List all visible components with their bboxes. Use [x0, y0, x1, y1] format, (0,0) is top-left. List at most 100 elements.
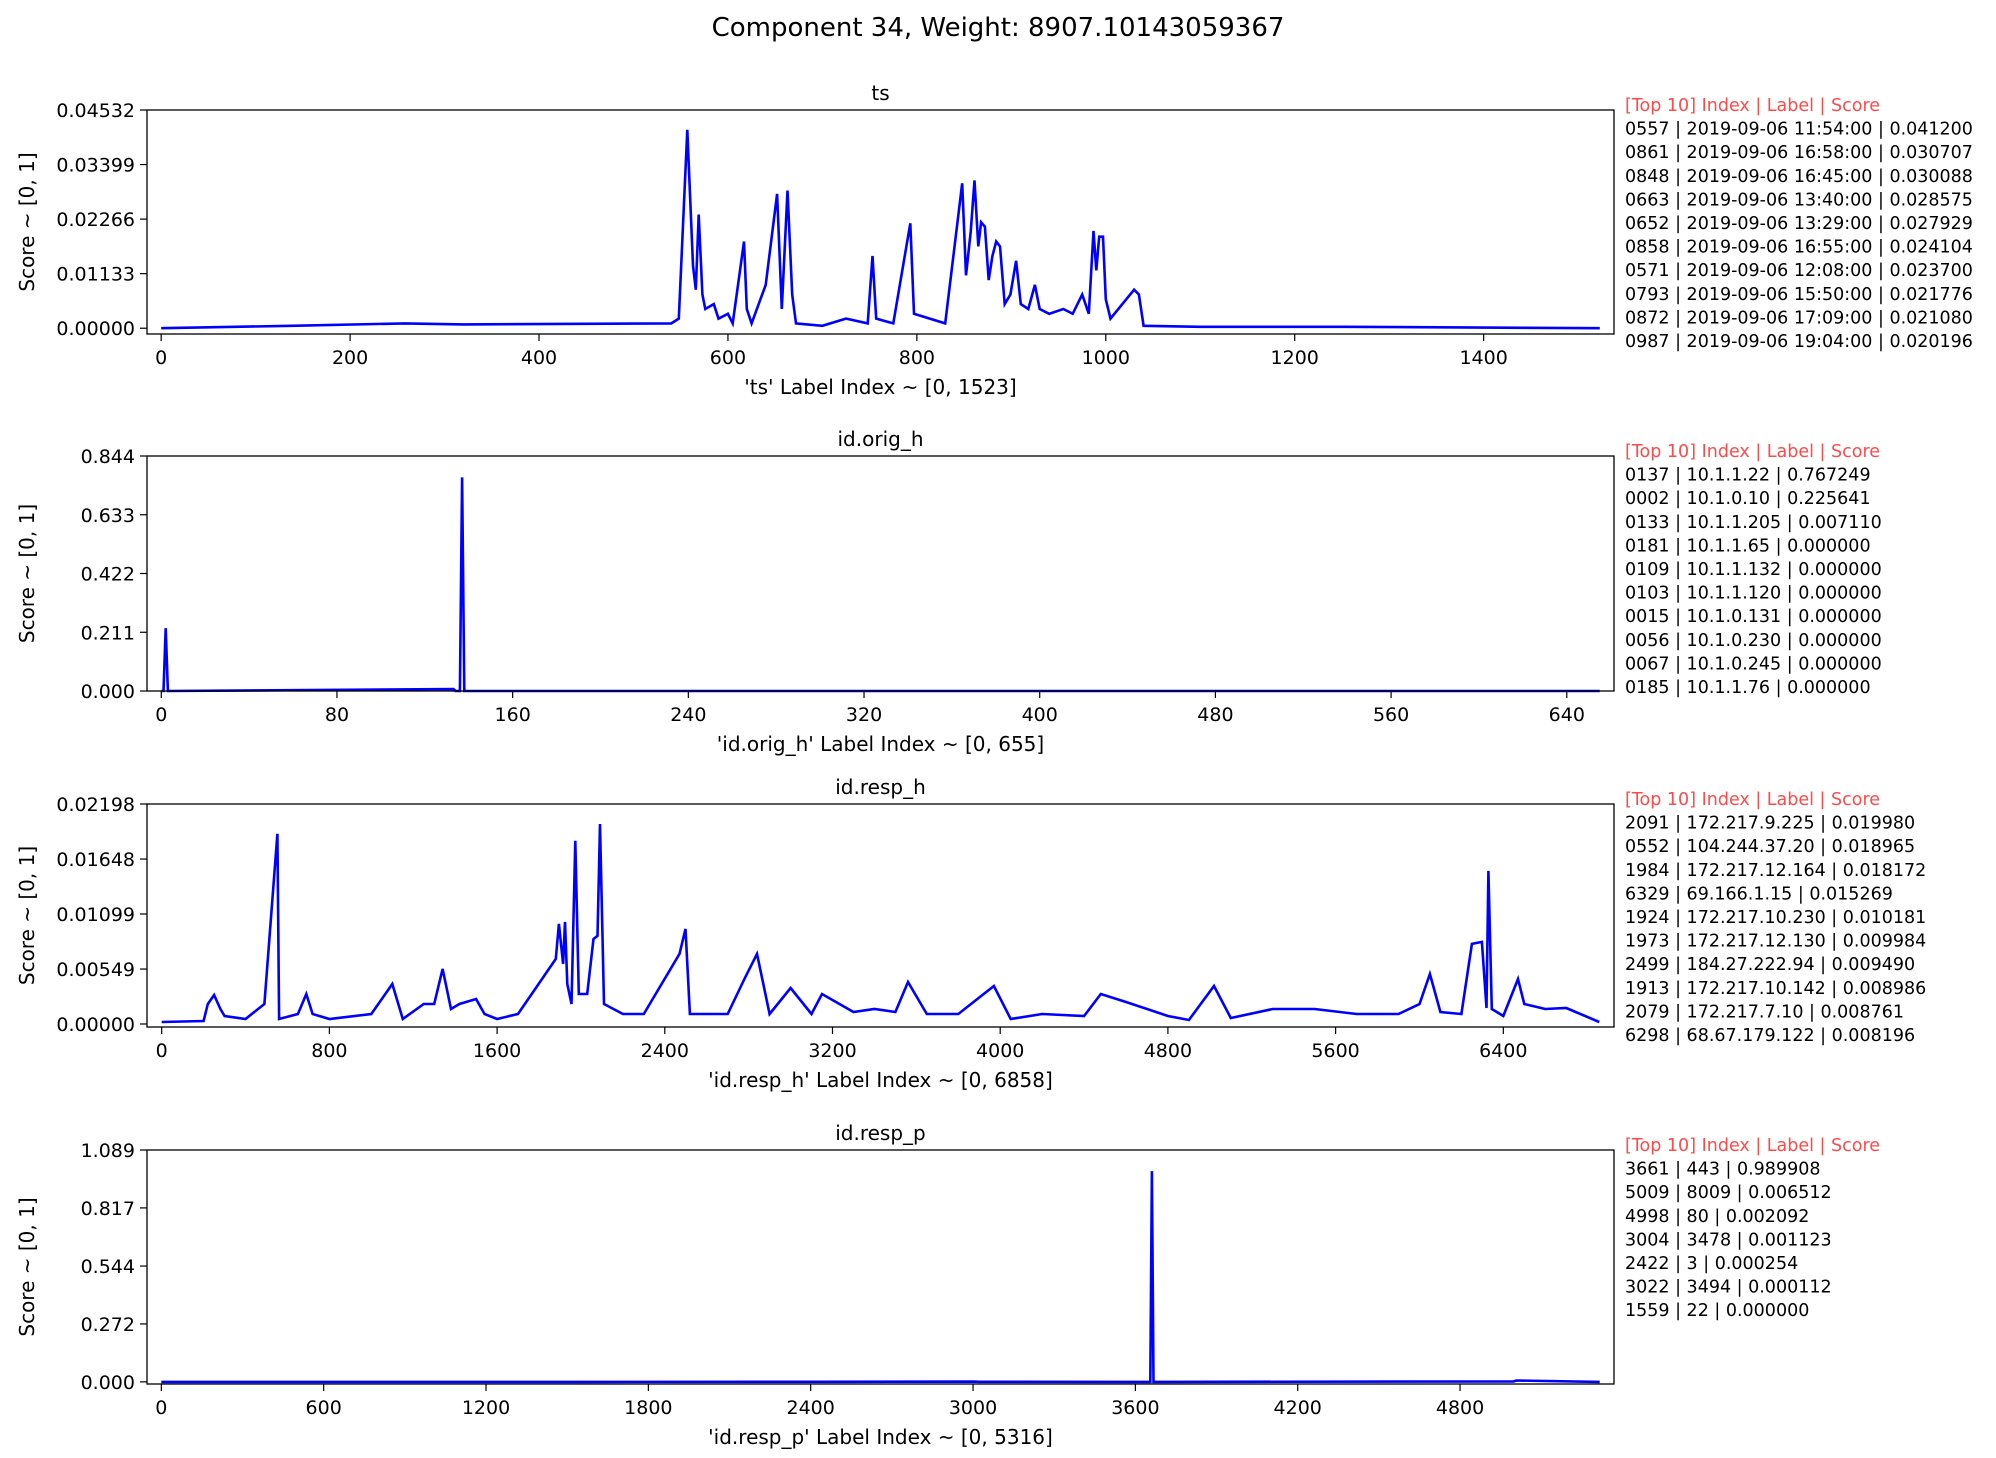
x-axis-label: 'id.resp_p' Label Index ~ [0, 5316]	[708, 1425, 1053, 1449]
y-tick-label: 0.544	[81, 1256, 135, 1278]
top10-row: 3004 | 3478 | 0.001123	[1625, 1230, 1832, 1250]
x-tick-label: 160	[495, 704, 531, 726]
plot-frame	[146, 455, 1615, 692]
y-tick-label: 0.00000	[56, 1014, 135, 1036]
top10-row: 1984 | 172.217.12.164 | 0.018172	[1625, 861, 1926, 881]
x-axis-label: 'ts' Label Index ~ [0, 1523]	[744, 375, 1016, 399]
x-tick-label: 0	[155, 347, 167, 369]
top10-row: 0571 | 2019-09-06 12:08:00 | 0.023700	[1625, 261, 1973, 281]
top10-header: [Top 10] Index | Label | Score	[1625, 1136, 1880, 1156]
y-tick-label: 0.03399	[56, 155, 135, 177]
top10-row: 0861 | 2019-09-06 16:58:00 | 0.030707	[1625, 143, 1973, 163]
x-tick-label: 1200	[462, 1397, 510, 1419]
top10-row: 0181 | 10.1.1.65 | 0.000000	[1625, 536, 1871, 556]
top10-row: 2422 | 3 | 0.000254	[1625, 1254, 1798, 1274]
top10-row: 1913 | 172.217.10.142 | 0.008986	[1625, 979, 1926, 999]
y-tick-label: 0.272	[81, 1314, 135, 1336]
top10-row: 0987 | 2019-09-06 19:04:00 | 0.020196	[1625, 332, 1973, 352]
x-tick-label: 560	[1373, 704, 1409, 726]
top10-row: 0137 | 10.1.1.22 | 0.767249	[1625, 466, 1871, 486]
top10-row: 6298 | 68.67.179.122 | 0.008196	[1625, 1026, 1915, 1046]
y-tick-label: 0.00000	[56, 318, 135, 340]
x-tick-label: 4200	[1274, 1397, 1322, 1419]
top10-row: 0103 | 10.1.1.120 | 0.000000	[1625, 584, 1882, 604]
x-tick-label: 2400	[787, 1397, 835, 1419]
x-tick-label: 0	[155, 1397, 167, 1419]
y-tick-label: 0.422	[81, 564, 135, 586]
x-tick-label: 6400	[1479, 1040, 1527, 1062]
top10-row: 0663 | 2019-09-06 13:40:00 | 0.028575	[1625, 190, 1973, 210]
x-tick-label: 400	[1022, 704, 1058, 726]
x-tick-label: 4000	[976, 1040, 1024, 1062]
top10-row: 5009 | 8009 | 0.006512	[1625, 1183, 1832, 1203]
figure-title: Component 34, Weight: 8907.10143059367	[712, 13, 1285, 43]
series-line	[161, 477, 1600, 693]
subplot-title: ts	[871, 81, 889, 105]
top10-row: 0552 | 104.244.37.20 | 0.018965	[1625, 837, 1915, 857]
y-tick-label: 0.01099	[56, 904, 135, 926]
x-tick-label: 0	[156, 1040, 168, 1062]
x-tick-label: 3200	[808, 1040, 856, 1062]
y-tick-label: 0.000	[81, 1372, 135, 1394]
x-tick-label: 1800	[624, 1397, 672, 1419]
plot-frame	[146, 1149, 1615, 1385]
top10-row: 0067 | 10.1.0.245 | 0.000000	[1625, 654, 1882, 674]
plot-frame	[146, 109, 1615, 335]
x-tick-label: 4800	[1436, 1397, 1484, 1419]
top10-row: 0652 | 2019-09-06 13:29:00 | 0.027929	[1625, 214, 1973, 234]
x-tick-label: 400	[521, 347, 557, 369]
x-tick-label: 480	[1197, 704, 1233, 726]
x-tick-label: 200	[332, 347, 368, 369]
top10-row: 0002 | 10.1.0.10 | 0.225641	[1625, 489, 1871, 509]
x-tick-label: 640	[1549, 704, 1585, 726]
top10-row: 0793 | 2019-09-06 15:50:00 | 0.021776	[1625, 285, 1973, 305]
top10-row: 0056 | 10.1.0.230 | 0.000000	[1625, 631, 1882, 651]
subplot-title: id.orig_h	[838, 427, 924, 451]
y-tick-label: 0.00549	[56, 959, 135, 981]
y-axis-label: Score ~ [0, 1]	[15, 504, 39, 643]
series-line	[161, 1171, 1600, 1384]
top10-row: 4998 | 80 | 0.002092	[1625, 1207, 1809, 1227]
y-tick-label: 0.01133	[56, 264, 135, 286]
x-tick-label: 3600	[1111, 1397, 1159, 1419]
top10-row: 0109 | 10.1.1.132 | 0.000000	[1625, 560, 1882, 580]
top10-row: 0015 | 10.1.0.131 | 0.000000	[1625, 607, 1882, 627]
top10-row: 0133 | 10.1.1.205 | 0.007110	[1625, 513, 1882, 533]
x-tick-label: 80	[325, 704, 349, 726]
x-tick-label: 800	[311, 1040, 347, 1062]
x-tick-label: 1400	[1459, 347, 1507, 369]
top10-row: 3661 | 443 | 0.989908	[1625, 1160, 1820, 1180]
top10-row: 3022 | 3494 | 0.000112	[1625, 1278, 1832, 1298]
top10-header: [Top 10] Index | Label | Score	[1625, 442, 1880, 462]
x-tick-label: 1200	[1271, 347, 1319, 369]
x-tick-label: 240	[670, 704, 706, 726]
y-tick-label: 0.000	[81, 681, 135, 703]
y-axis-label: Score ~ [0, 1]	[15, 846, 39, 985]
x-tick-label: 5600	[1311, 1040, 1359, 1062]
x-tick-label: 3000	[949, 1397, 997, 1419]
top10-row: 1559 | 22 | 0.000000	[1625, 1301, 1809, 1321]
x-tick-label: 600	[306, 1397, 342, 1419]
y-tick-label: 0.01648	[56, 849, 135, 871]
subplot-title: id.resp_h	[835, 775, 926, 799]
plot-frame	[146, 803, 1615, 1028]
top10-header: [Top 10] Index | Label | Score	[1625, 96, 1880, 116]
y-axis-label: Score ~ [0, 1]	[15, 1197, 39, 1336]
y-tick-label: 0.04532	[56, 100, 135, 122]
y-tick-label: 0.02266	[56, 209, 135, 231]
y-tick-label: 1.089	[81, 1140, 135, 1162]
top10-row: 2079 | 172.217.7.10 | 0.008761	[1625, 1002, 1904, 1022]
x-tick-label: 1000	[1082, 347, 1130, 369]
x-tick-label: 0	[155, 704, 167, 726]
x-tick-label: 2400	[641, 1040, 689, 1062]
top10-row: 6329 | 69.166.1.15 | 0.015269	[1625, 884, 1893, 904]
y-axis-label: Score ~ [0, 1]	[15, 152, 39, 291]
top10-row: 2499 | 184.27.222.94 | 0.009490	[1625, 955, 1915, 975]
top10-row: 0557 | 2019-09-06 11:54:00 | 0.041200	[1625, 120, 1973, 140]
y-tick-label: 0.633	[81, 505, 135, 527]
y-tick-label: 0.844	[81, 446, 135, 468]
x-tick-label: 4800	[1144, 1040, 1192, 1062]
series-line	[161, 129, 1600, 330]
top10-row: 2091 | 172.217.9.225 | 0.019980	[1625, 814, 1915, 834]
